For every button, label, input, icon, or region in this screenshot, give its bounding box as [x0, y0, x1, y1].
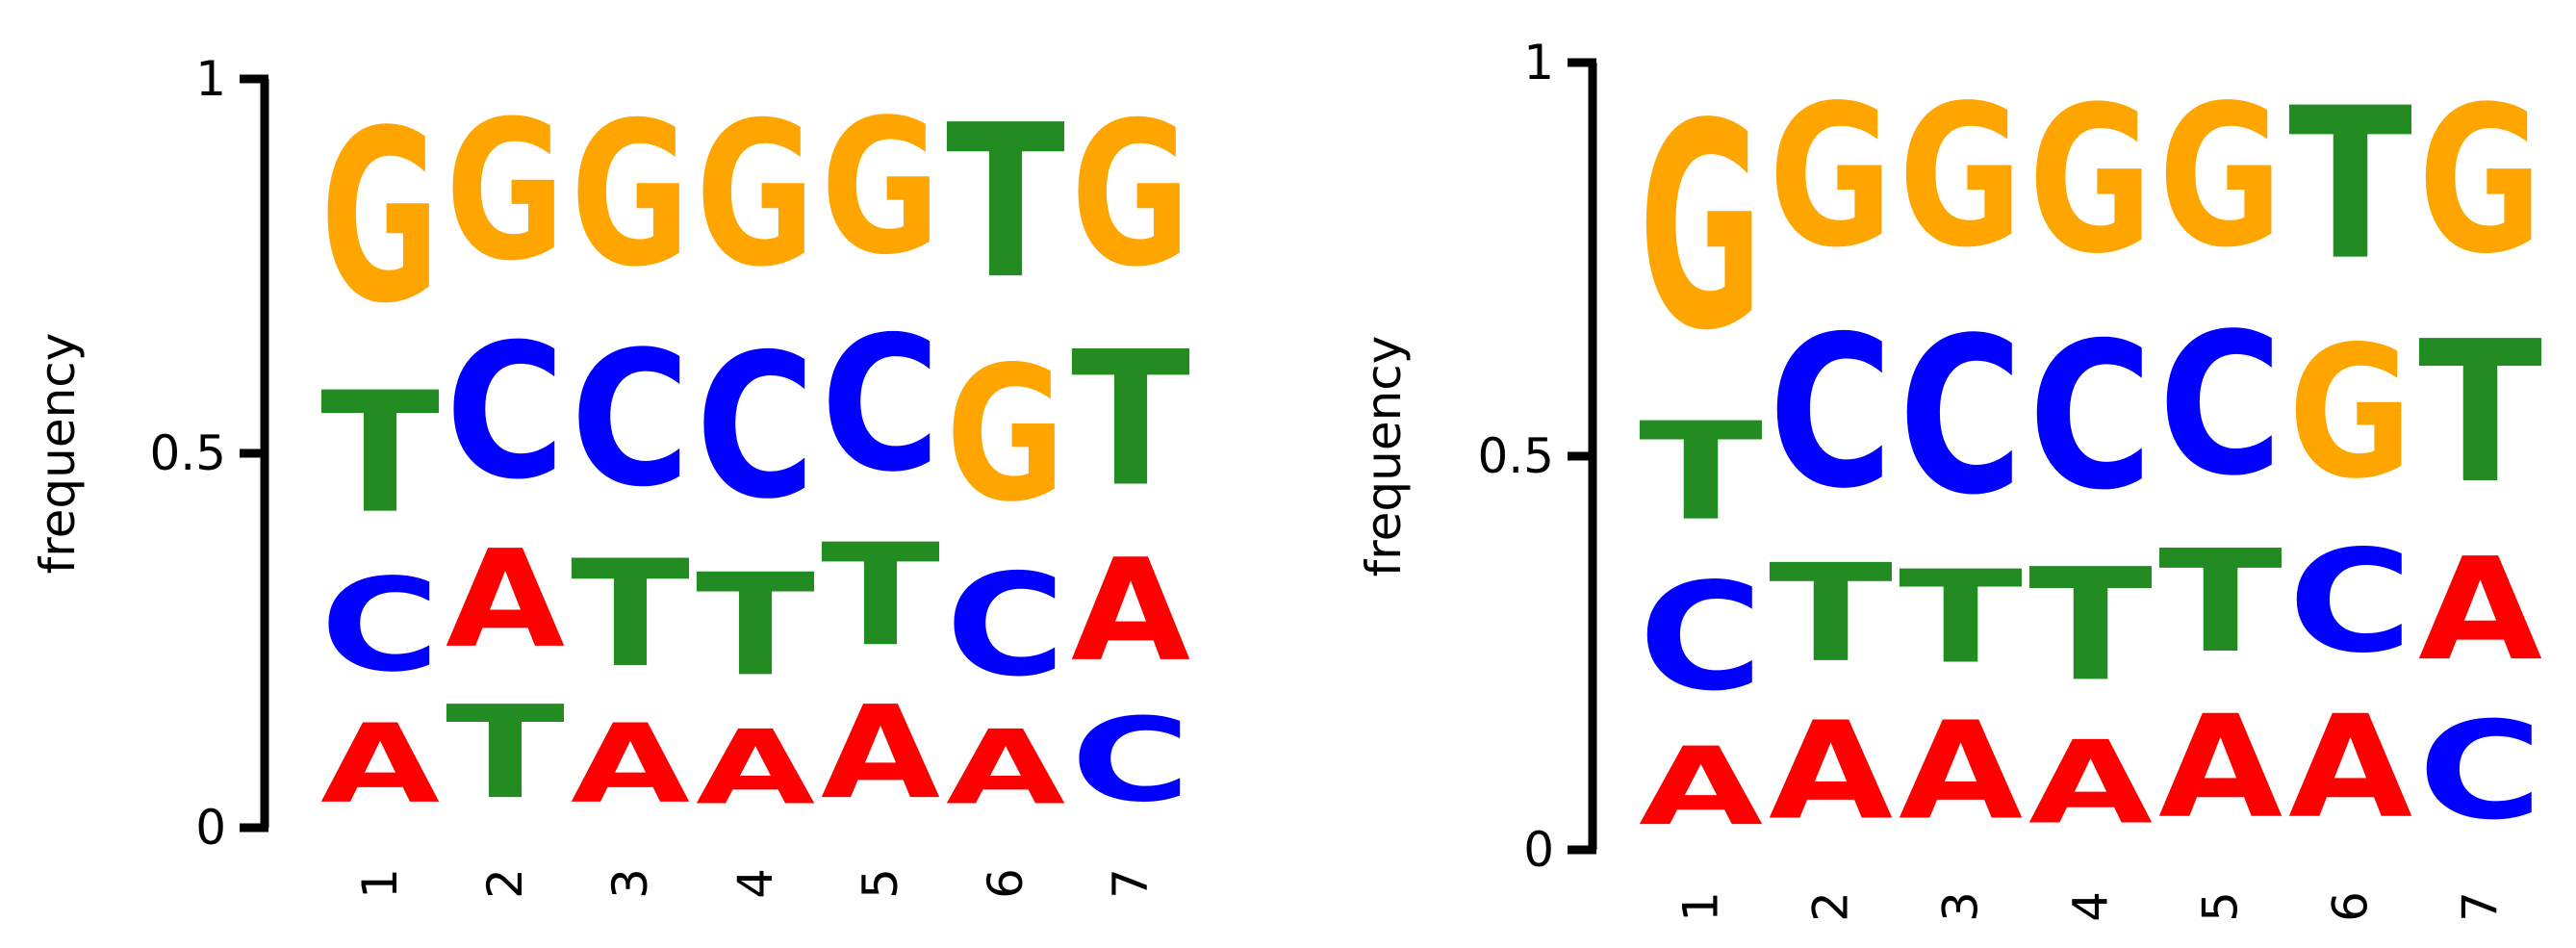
x-tick-label: 2 [477, 868, 533, 899]
logo-letter-t: T [1639, 395, 1763, 551]
logo-letter-g: G [1071, 79, 1190, 311]
y-tick-label: 0 [195, 800, 226, 856]
logo-letter-t: T [946, 79, 1065, 325]
logo-letter-c: C [2418, 694, 2542, 850]
logo-letter-a: A [2028, 717, 2153, 850]
y-tick-label: 0.5 [1477, 428, 1554, 484]
logo-letter-g: G [2288, 307, 2412, 519]
logo-letter-a: A [2288, 685, 2412, 850]
logo-letter-a: A [2158, 685, 2283, 850]
logo-letter-a: A [1639, 725, 1763, 850]
logo-letter-a: A [696, 709, 815, 829]
logo-letter-g: G [320, 81, 440, 356]
logo-letter-g: G [1769, 64, 1893, 291]
logo-letter-c: C [2028, 298, 2153, 534]
logo-letter-g: G [571, 79, 690, 311]
logo-letter-a: A [2418, 528, 2542, 693]
x-tick-label: 4 [727, 868, 783, 899]
logo-letter-a: A [1071, 529, 1190, 693]
logo-letter-c: C [821, 296, 940, 512]
x-tick-label: 6 [978, 868, 1033, 899]
y-tick-label: 0 [1523, 822, 1554, 878]
x-tick-label: 3 [1933, 891, 1989, 922]
y-axis-label: frequency [30, 333, 86, 575]
logo-letter-c: C [2158, 292, 2283, 519]
logo-letter-g: G [2418, 63, 2542, 297]
x-tick-label: 1 [352, 868, 408, 899]
logo-letter-c: C [2288, 521, 2412, 684]
y-tick-label: 1 [195, 51, 226, 107]
logo-letter-c: C [320, 551, 440, 700]
logo-letter-c: C [1071, 693, 1190, 828]
logo-letter-t: T [320, 356, 440, 551]
y-tick-label: 1 [1523, 35, 1554, 90]
logo-letter-a: A [821, 678, 940, 827]
logo-letter-g: G [946, 326, 1065, 543]
x-tick-label: 3 [602, 868, 658, 899]
x-tick-label: 5 [2193, 891, 2249, 922]
logo-letter-t: T [821, 514, 940, 678]
x-tick-label: 1 [1673, 891, 1729, 922]
logo-letter-t: T [571, 528, 690, 700]
x-tick-label: 5 [853, 868, 908, 899]
logo-letter-g: G [2158, 64, 2283, 291]
logo-letter-t: T [1899, 543, 2023, 692]
logo-letter-a: A [571, 701, 690, 828]
logo-letter-a: A [1769, 693, 1893, 850]
y-axis-label: frequency [1356, 336, 1412, 577]
x-tick-label: 4 [2063, 891, 2119, 922]
logo-letter-g: G [2028, 63, 2153, 297]
logo-letter-t: T [696, 544, 815, 707]
logo-letter-c: C [946, 544, 1065, 707]
logo-letter-c: C [446, 304, 565, 520]
logo-letter-g: G [696, 79, 815, 311]
logo-letter-c: C [1769, 292, 1893, 535]
logo-letter-c: C [696, 313, 815, 544]
logo-letter-g: G [446, 80, 565, 303]
logo-letter-a: A [446, 523, 565, 679]
logo-panel-1: 00.51frequencyACTG1TACG2ATCG3ATCG4ATCG5A… [30, 51, 1190, 899]
logo-letter-a: A [320, 701, 440, 828]
x-tick-label: 7 [1103, 868, 1159, 899]
logo-letter-c: C [1639, 551, 1763, 724]
logo-letter-t: T [1769, 536, 1893, 692]
logo-letter-t: T [2288, 63, 2412, 306]
logo-letter-t: T [2158, 520, 2283, 684]
x-tick-label: 7 [2453, 891, 2509, 922]
logo-letter-a: A [946, 709, 1065, 829]
logo-letter-g: G [821, 79, 940, 295]
logo-letter-g: G [1639, 63, 1763, 393]
logo-letter-a: A [1899, 693, 2023, 850]
x-tick-label: 2 [1803, 891, 1859, 922]
logo-letter-g: G [1899, 64, 2023, 291]
logo-letter-t: T [1071, 312, 1190, 527]
logo-letter-c: C [571, 312, 690, 527]
logo-letter-t: T [2418, 300, 2542, 527]
logo-letter-c: C [1899, 292, 2023, 542]
logo-letter-t: T [2028, 536, 2153, 716]
y-tick-label: 0.5 [149, 425, 226, 481]
x-tick-label: 6 [2323, 891, 2379, 922]
logo-panel-2: 00.51frequencyACTG1ATCG2ATCG3ATCG4ATCG5A… [1356, 35, 2542, 922]
logo-letter-t: T [446, 678, 565, 827]
